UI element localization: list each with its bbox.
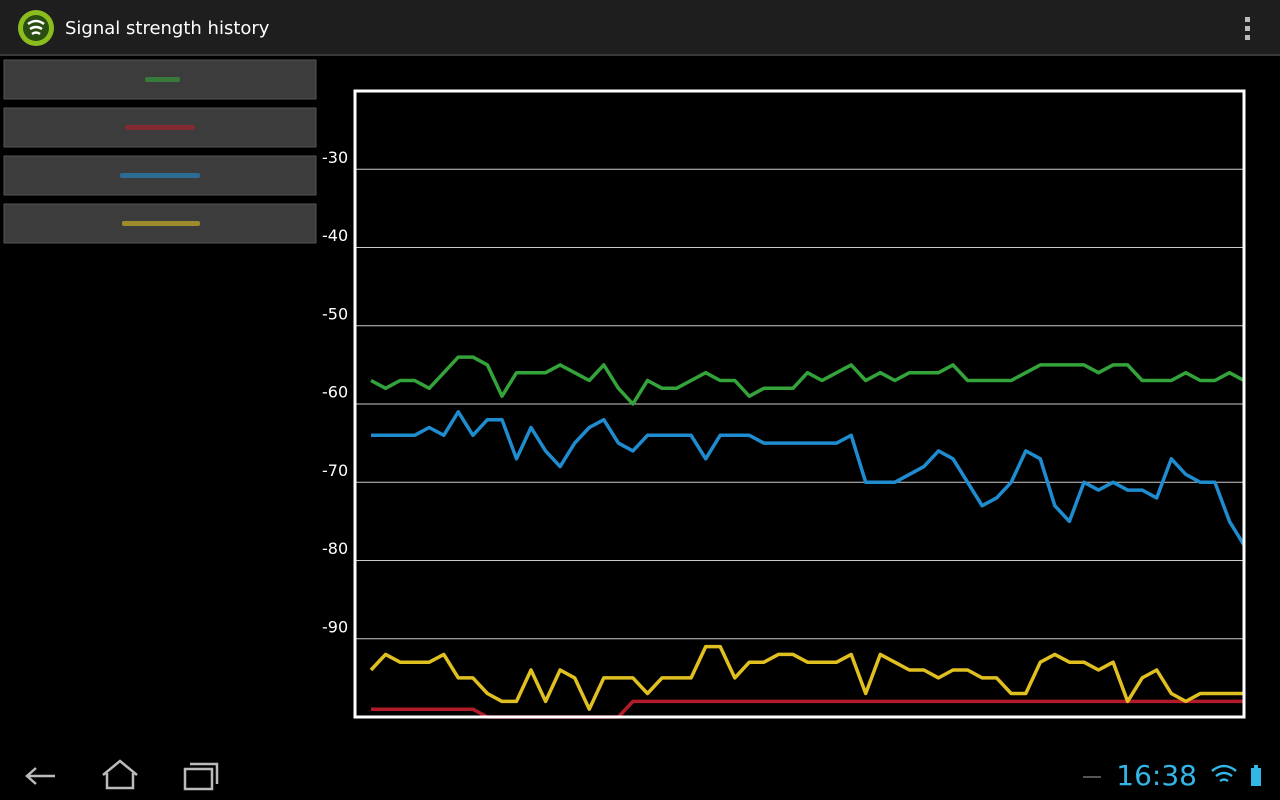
series-line [371, 410, 1246, 546]
back-button[interactable] [25, 767, 55, 785]
app-icon-glyph [27, 19, 45, 36]
button-swatch [122, 221, 200, 226]
y-tick-label: -30 [322, 148, 348, 167]
button-swatch [145, 77, 180, 82]
series-line [369, 644, 1244, 711]
battery-tip [1254, 765, 1258, 768]
notification-dash [1083, 776, 1101, 778]
series-line [370, 355, 1245, 406]
button-swatch [125, 125, 195, 130]
app-title: Signal strength history [65, 18, 270, 39]
nav-bar [25, 759, 219, 791]
plot-frame [353, 89, 1246, 719]
battery-icon [1251, 768, 1261, 786]
y-tick-label: -80 [322, 539, 348, 558]
y-tick-label: -70 [322, 461, 348, 480]
clock: 16:38 [1116, 759, 1197, 792]
y-tick-label: -90 [322, 617, 348, 636]
wifi-icon [1211, 764, 1237, 783]
action-bar-divider [0, 54, 1280, 56]
y-tick-label: -50 [322, 304, 348, 323]
button-swatch [120, 173, 200, 178]
overflow-menu[interactable] [1245, 17, 1250, 40]
y-tick-label: -60 [322, 383, 348, 402]
action-bar [0, 0, 1280, 55]
y-tick-label: -40 [322, 226, 348, 245]
series-buttons [3, 59, 317, 244]
chart: -30 -40 -50 -60 -70 -80 -90 [322, 89, 1246, 719]
recents-button[interactable] [183, 762, 219, 791]
home-button[interactable] [102, 759, 138, 790]
